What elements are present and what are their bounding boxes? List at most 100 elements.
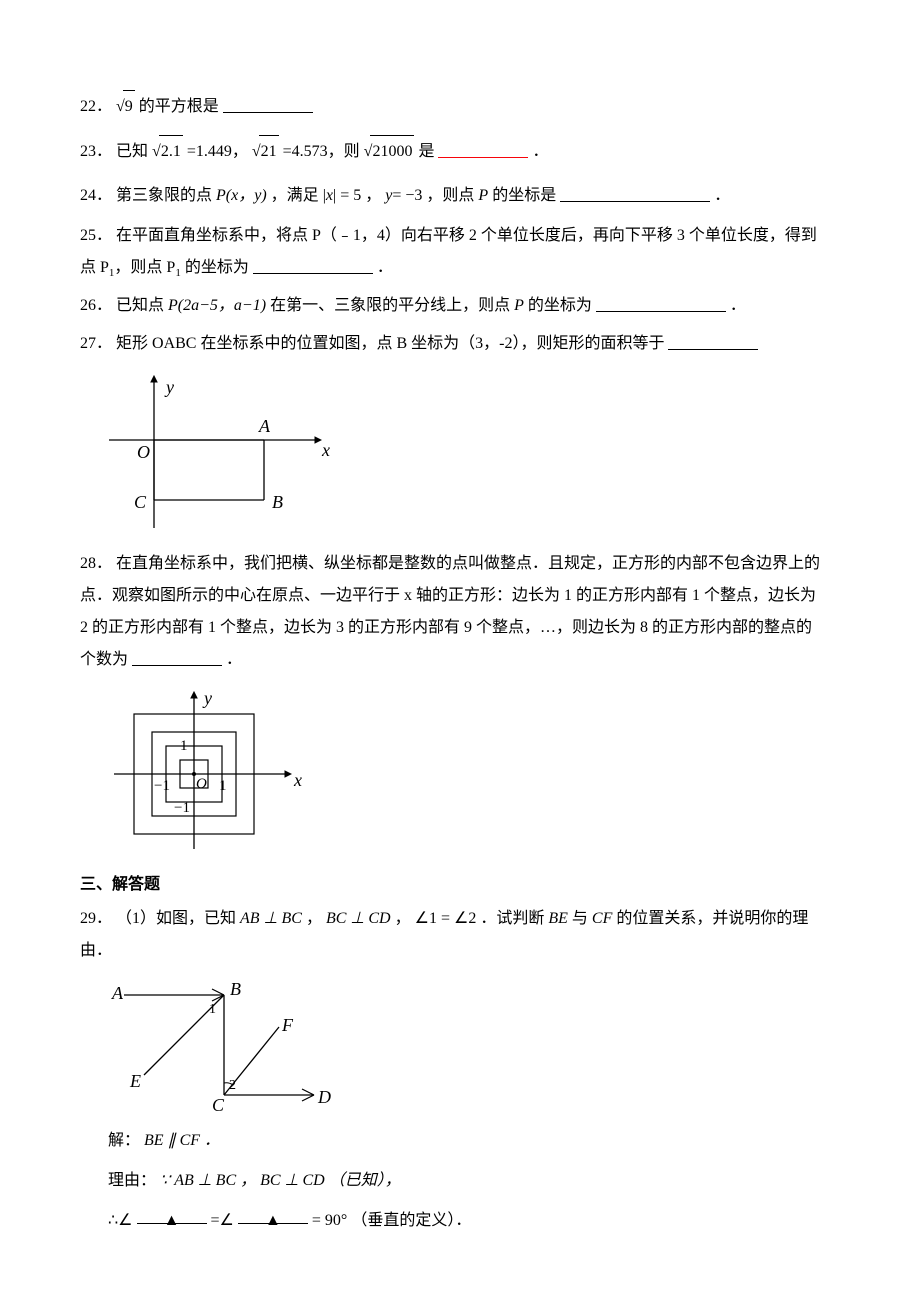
sol-line-3: ∴∠ ▲ =∠ ▲ = 90° （垂直的定义）． — [108, 1205, 840, 1237]
sol-label: 解： — [108, 1132, 140, 1149]
answer-blank[interactable]: ▲ — [137, 1207, 207, 1224]
q-text: 与 — [572, 910, 592, 927]
math-text: =4.573，则 — [283, 143, 360, 160]
math-expr: BC ⊥ CD — [326, 910, 391, 927]
pt-c: C — [212, 1095, 225, 1115]
question-29: 29． （1）如图，已知 AB ⊥ BC ， BC ⊥ CD ， ∠1 = ∠2… — [80, 903, 840, 967]
q-num: 27． — [80, 335, 112, 352]
q-text: ， — [306, 910, 326, 927]
point-b-label: B — [272, 492, 283, 512]
math-expr: ∠1 = ∠2 — [415, 910, 477, 927]
math-expr: = 5 ， — [340, 187, 381, 204]
question-22: 22． √9 的平方根是 — [80, 90, 840, 123]
q-text: 的坐标为 — [528, 297, 592, 314]
axis-y-label: y — [164, 377, 174, 397]
q-text: ．试判断 — [480, 910, 548, 927]
q-text: ． — [226, 651, 242, 668]
axis-x-label: x — [321, 440, 330, 460]
q-text: 的坐标是 — [492, 187, 556, 204]
math-expr: AB ⊥ BC — [240, 910, 302, 927]
lattice-squares-svg: y x O 1 −1 1 −1 — [104, 684, 314, 859]
q-text: 矩形 OABC 在坐标系中的位置如图，点 B 坐标为（3，-2），则矩形的面积等… — [116, 335, 664, 352]
geometry-29-svg: 1 2 A B C D E F — [104, 975, 334, 1115]
math-text: =1.449， — [187, 143, 248, 160]
sqrt-expr: √21000 — [364, 135, 415, 168]
answer-blank[interactable] — [438, 141, 528, 158]
sqrt-expr: √21 — [252, 135, 279, 168]
answer-blank[interactable] — [223, 96, 313, 113]
triangle-placeholder: ▲ — [238, 1205, 308, 1237]
q-num: 26． — [80, 297, 112, 314]
math-var: P — [478, 187, 488, 204]
q-text: ． — [377, 259, 393, 276]
sol-line-1: 解： BE ∥ CF ． — [108, 1125, 840, 1157]
q-text: 2 的正方形内部有 1 个整点，边长为 3 的正方形内部有 9 个整点，…，则边… — [80, 619, 812, 636]
origin-label: O — [137, 442, 150, 462]
point-a-label: A — [258, 416, 271, 436]
radicand: 2.1 — [159, 135, 183, 168]
answer-blank[interactable] — [132, 649, 222, 666]
sol-line-2: 理由： ∵ AB ⊥ BC ， BC ⊥ CD （已知）， — [108, 1165, 840, 1197]
axis-x-label: x — [293, 770, 302, 790]
question-28: 28． 在直角坐标系中，我们把横、纵坐标都是整数的点叫做整点．且规定，正方形的内… — [80, 548, 840, 676]
axis-y-label: y — [202, 688, 212, 708]
q-text: ，满足 — [271, 187, 319, 204]
math-expr: P(2a−5，a−1) — [168, 297, 266, 314]
solution-29: 解： BE ∥ CF ． 理由： ∵ AB ⊥ BC ， BC ⊥ CD （已知… — [80, 1125, 840, 1237]
q-num: 29． — [80, 910, 112, 927]
question-23: 23． 已知 √2.1 =1.449， √21 =4.573，则 √21000 … — [80, 135, 840, 168]
math-expr: BE — [548, 910, 568, 927]
reason-text: ∵ AB ⊥ BC ， BC ⊥ CD （已知）， — [160, 1172, 401, 1189]
sqrt-expr: √2.1 — [152, 135, 183, 168]
eq-text: =∠ — [211, 1212, 234, 1229]
coord-rect-svg: y x O A B C — [104, 368, 334, 538]
figure-28: y x O 1 −1 1 −1 — [104, 684, 840, 859]
q-text: 的平方根是 — [139, 98, 219, 115]
q-num: 25． — [80, 227, 112, 244]
tick-xm1: −1 — [154, 778, 170, 794]
pt-e: E — [129, 1071, 141, 1091]
answer-blank[interactable]: ▲ — [238, 1207, 308, 1224]
q-num: 22． — [80, 98, 112, 115]
q-text: ． — [532, 143, 548, 160]
point-c-label: C — [134, 492, 147, 512]
q-text: （1）如图，已知 — [116, 910, 240, 927]
answer-blank[interactable] — [560, 185, 710, 202]
q-text: 的坐标为 — [181, 259, 249, 276]
pt-d: D — [317, 1087, 331, 1107]
figure-27: y x O A B C — [104, 368, 840, 538]
q-text: 是 — [418, 143, 434, 160]
question-25: 25． 在平面直角坐标系中，将点 P（﹣1，4）向右平移 2 个单位长度后，再向… — [80, 220, 840, 284]
q-text: = −3 ，则点 — [392, 187, 478, 204]
origin-label: O — [196, 776, 207, 792]
answer-blank[interactable] — [253, 257, 373, 274]
radicand: 21000 — [370, 135, 414, 168]
question-27: 27． 矩形 OABC 在坐标系中的位置如图，点 B 坐标为（3，-2），则矩形… — [80, 328, 840, 360]
section-3-title: 三、解答题 — [80, 869, 840, 901]
q-text: 个数为 — [80, 651, 128, 668]
pt-a: A — [111, 983, 124, 1003]
sol-expr: BE ∥ CF ． — [144, 1132, 220, 1149]
answer-blank[interactable] — [596, 295, 726, 312]
math-var: P — [514, 297, 524, 314]
angle-1-label: 1 — [209, 1002, 216, 1017]
tail-text: = 90° （垂直的定义）． — [312, 1212, 471, 1229]
q-text: 点．观察如图所示的中心在原点、一边平行于 x 轴的正方形：边长为 1 的正方形内… — [80, 587, 816, 604]
triangle-placeholder: ▲ — [137, 1205, 207, 1237]
tick-x1: 1 — [219, 778, 227, 794]
q-text: 在平面直角坐标系中，将点 P（﹣1，4）向右平移 2 个单位长度后，再向下平移 … — [116, 227, 817, 244]
q-text: ． — [730, 297, 746, 314]
q-text: 在第一、三象限的平分线上，则点 — [270, 297, 514, 314]
tick-y1: 1 — [180, 738, 188, 754]
figure-29: 1 2 A B C D E F — [104, 975, 840, 1115]
reason-label: 理由： — [108, 1172, 156, 1189]
sqrt-expr: √9 — [116, 90, 135, 123]
q-num: 23． — [80, 143, 112, 160]
q-text: 已知点 — [116, 297, 168, 314]
question-24: 24． 第三象限的点 P(x，y) ，满足 |x| = 5 ， y= −3 ，则… — [80, 180, 840, 212]
radicand: 9 — [123, 90, 135, 123]
q-num: 28． — [80, 555, 112, 572]
answer-blank[interactable] — [668, 333, 758, 350]
math-expr: |x| — [323, 187, 337, 204]
q-text: ，则点 P — [114, 259, 175, 276]
